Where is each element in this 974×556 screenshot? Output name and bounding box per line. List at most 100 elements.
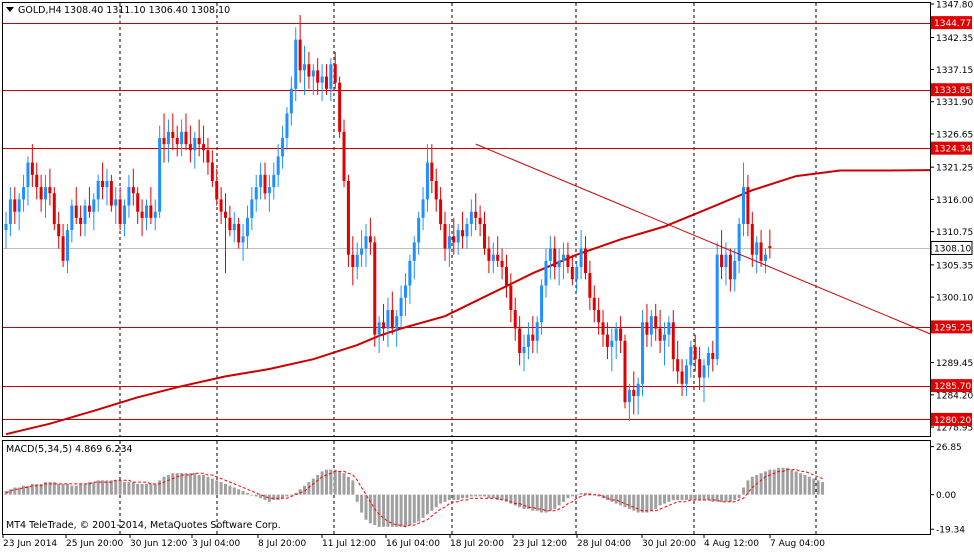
- macd-bar: [750, 476, 754, 495]
- candle-body: [83, 205, 87, 224]
- bear-candle: [338, 76, 342, 138]
- candle-body: [711, 353, 715, 360]
- bear-candle: [583, 236, 587, 280]
- candle-body: [105, 180, 109, 188]
- bull-candle: [724, 242, 728, 286]
- candle-body: [478, 217, 482, 224]
- time-tick-label: 3 Jul 04:00: [192, 539, 241, 549]
- macd-bar: [689, 494, 693, 501]
- macd-bar: [30, 483, 34, 495]
- candle-body: [342, 131, 346, 181]
- macd-bar: [346, 476, 350, 495]
- bull-candle: [364, 223, 368, 268]
- macd-bar: [746, 480, 750, 495]
- candle-body: [575, 267, 579, 280]
- bear-candle: [452, 217, 456, 255]
- trendline-layer[interactable]: [475, 143, 974, 371]
- bear-candle: [500, 248, 504, 280]
- bear-candle: [443, 211, 447, 261]
- bull-candle: [689, 340, 693, 378]
- bull-candle: [123, 199, 127, 237]
- level-label[interactable]: 1324.34: [931, 141, 972, 155]
- candle-body: [162, 137, 166, 145]
- level-label[interactable]: 1333.85: [931, 83, 972, 97]
- price-axis[interactable]: 1347.80 1342.35 1337.15 1331.90 1326.65 1321.…: [930, 1, 973, 536]
- price-tick-label: 1278.95: [936, 424, 973, 434]
- bear-candle: [597, 297, 601, 335]
- current-price-text: 1308.10: [934, 244, 971, 254]
- macd-bar: [57, 483, 61, 495]
- triangle-down-icon[interactable]: [6, 7, 14, 12]
- time-axis[interactable]: 23 Jun 2014 25 Jun 20:00 30 Jun 12:00 3 Jul…: [2, 534, 825, 549]
- bear-candle: [483, 211, 487, 255]
- candle-body: [22, 187, 26, 200]
- macd-bar: [144, 483, 148, 495]
- candle-body: [197, 137, 201, 145]
- bear-candle: [504, 254, 508, 298]
- macd-bar: [267, 494, 271, 502]
- bull-candle: [522, 334, 526, 372]
- bear-candle: [342, 119, 346, 188]
- macd-bar: [210, 478, 214, 495]
- bull-candle: [272, 162, 276, 200]
- bear-candle: [368, 217, 372, 255]
- time-tick-label: 7 Aug 04:00: [770, 539, 825, 549]
- macd-bar: [65, 483, 69, 495]
- bear-candle: [57, 211, 61, 249]
- macd-bar: [425, 494, 429, 515]
- bull-candle: [360, 230, 364, 268]
- level-label-text: 1295.25: [934, 323, 971, 333]
- candle-body: [329, 64, 333, 89]
- macd-bar: [575, 494, 579, 496]
- candle-body: [158, 137, 162, 212]
- candle-body: [351, 254, 355, 268]
- bear-candle: [671, 310, 675, 372]
- macd-bar: [52, 482, 56, 495]
- bull-candle: [303, 45, 307, 95]
- level-label[interactable]: 1285.70: [931, 379, 972, 393]
- macd-bar: [215, 480, 219, 495]
- macd-bar: [307, 482, 311, 495]
- candle-body: [412, 242, 416, 261]
- macd-bar: [197, 474, 201, 495]
- macd-bar: [434, 494, 438, 508]
- grid-layer: [119, 3, 817, 534]
- candle-body: [377, 322, 381, 335]
- bear-candle: [79, 205, 83, 237]
- trend-line[interactable]: [475, 143, 974, 371]
- bull-candle: [267, 174, 271, 212]
- level-label[interactable]: 1344.77: [931, 16, 972, 30]
- bear-candle: [61, 223, 65, 268]
- bull-candle: [575, 260, 579, 292]
- macd-bar: [627, 494, 631, 509]
- macd-bar: [87, 482, 91, 495]
- macd-bar: [579, 492, 583, 495]
- macd-bar: [663, 494, 666, 504]
- candle-body: [403, 285, 407, 298]
- bear-candle: [513, 297, 517, 341]
- bear-candle: [237, 217, 241, 249]
- candle-body: [399, 297, 403, 317]
- candle-body: [447, 236, 451, 249]
- candle-body: [425, 162, 429, 200]
- bear-candle: [430, 144, 434, 194]
- bear-candle: [711, 340, 715, 372]
- bull-candle: [667, 316, 671, 347]
- bear-candle: [382, 303, 386, 341]
- bear-candle: [197, 119, 201, 157]
- bear-candle: [623, 334, 627, 409]
- macd-bar: [535, 494, 539, 511]
- macd-bar: [724, 494, 728, 502]
- candle-body: [676, 359, 680, 372]
- candle-body: [382, 322, 386, 329]
- level-label[interactable]: 1280.20: [931, 412, 972, 426]
- macd-bar: [768, 469, 772, 495]
- bull-candle: [166, 119, 170, 163]
- macd-bar: [509, 494, 513, 504]
- level-label[interactable]: 1295.25: [931, 320, 972, 334]
- candles-layer: [4, 15, 772, 421]
- candle-body: [658, 328, 662, 341]
- candle-body: [443, 223, 447, 249]
